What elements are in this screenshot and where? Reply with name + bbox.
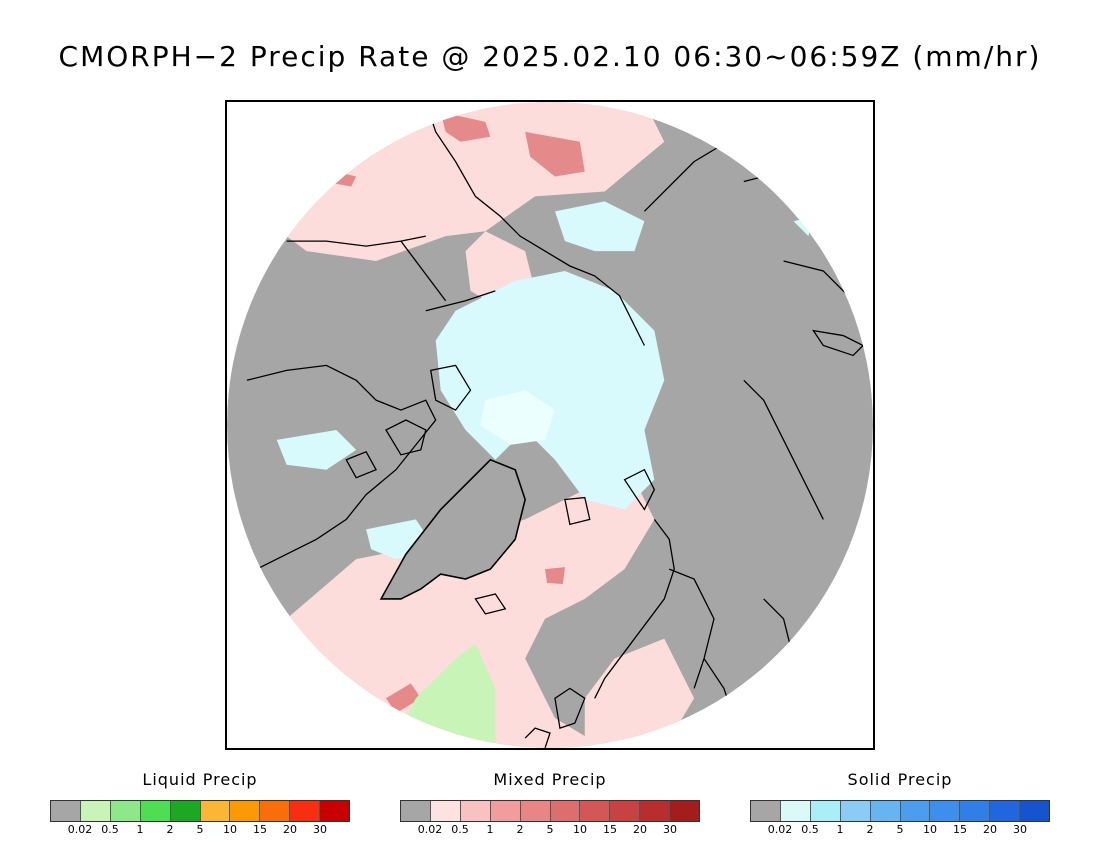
legend-liquid-swatch [80, 801, 111, 821]
legend-mixed-swatch [640, 801, 671, 821]
legend-liquid-ticks: 0.02 0.5 1 2 5 10 15 20 30 [50, 823, 350, 837]
legend-liquid-precip: Liquid Precip 0.02 0.5 1 2 5 10 15 20 30 [50, 770, 350, 837]
legend-liquid-tick-label: 2 [166, 823, 174, 836]
solid-precip-core [480, 390, 555, 445]
legend-mixed-swatch [490, 801, 521, 821]
legend-liquid-title: Liquid Precip [142, 770, 258, 789]
legend-solid-tick-label: 15 [953, 823, 967, 836]
legend-solid-swatch [840, 801, 871, 821]
legend-liquid-swatch [110, 801, 141, 821]
legend-mixed-ticks: 0.02 0.5 1 2 5 10 15 20 30 [400, 823, 700, 837]
solid-precip-region-canada [276, 429, 436, 560]
legend-solid-precip: Solid Precip 0.02 0.5 1 2 5 10 15 20 30 [750, 770, 1050, 837]
legend-liquid-tick-label: 0.5 [101, 823, 119, 836]
legend-mixed-tick-label: 0.5 [451, 823, 469, 836]
legend-mixed-tick-label: 20 [633, 823, 647, 836]
legend-solid-tick-label: 30 [1013, 823, 1027, 836]
legend-solid-tick-label: 1 [836, 823, 844, 836]
legend-liquid-swatch [320, 801, 350, 821]
legend-mixed-swatch [401, 801, 431, 821]
legend-solid-tick-label: 10 [923, 823, 937, 836]
legend-liquid-swatch [140, 801, 171, 821]
legend-mixed-tick-label: 10 [573, 823, 587, 836]
legend-solid-swatch [870, 801, 901, 821]
legend-solid-swatch [810, 801, 841, 821]
legend-solid-swatch [751, 801, 781, 821]
legend-solid-tick-label: 5 [896, 823, 904, 836]
legend-mixed-swatch [580, 801, 611, 821]
legend-mixed-tick-label: 15 [603, 823, 617, 836]
legend-solid-swatch [780, 801, 811, 821]
mixed-precip-moderate-atlantic [386, 567, 565, 714]
legend-solid-swatch [1020, 801, 1050, 821]
legend-liquid-tick-label: 1 [136, 823, 144, 836]
legend-solid-tick-label: 2 [866, 823, 874, 836]
legend-mixed-precip: Mixed Precip 0.02 0.5 1 2 5 10 15 20 30 [400, 770, 700, 837]
mixed-precip-region-scandinavia [584, 638, 695, 748]
legend-liquid-tick-label: 0.02 [67, 823, 93, 836]
legend-mixed-swatch [550, 801, 581, 821]
legend-liquid-swatch [170, 801, 201, 821]
solid-precip-region-arctic [435, 270, 665, 510]
legend-solid-title: Solid Precip [847, 770, 953, 789]
polar-map [225, 100, 875, 750]
mixed-precip-moderate-north [334, 111, 585, 187]
legend-solid-tick-label: 0.5 [801, 823, 819, 836]
legend-liquid-tick-label: 30 [313, 823, 327, 836]
legend-solid-tick-label: 20 [983, 823, 997, 836]
legend-solid-tick-label: 0.02 [767, 823, 793, 836]
polar-map-canvas [227, 102, 873, 748]
legend-solid-swatch [930, 801, 961, 821]
legend-mixed-swatch [430, 801, 461, 821]
legend-solid-colorbar [750, 800, 1050, 822]
legend-solid-swatch [960, 801, 991, 821]
legend-mixed-tick-label: 5 [546, 823, 554, 836]
legend-liquid-tick-label: 15 [253, 823, 267, 836]
mixed-precip-region-atlantic [286, 479, 655, 748]
legend-mixed-tick-label: 2 [516, 823, 524, 836]
legend-mixed-swatch [670, 801, 700, 821]
legend-liquid-swatch [51, 801, 81, 821]
legend-liquid-tick-label: 10 [223, 823, 237, 836]
legend-liquid-swatch [290, 801, 321, 821]
legend-solid-swatch [990, 801, 1021, 821]
legend-liquid-swatch [200, 801, 231, 821]
legend-liquid-colorbar [50, 800, 350, 822]
legend-liquid-swatch [230, 801, 261, 821]
legend-mixed-tick-label: 30 [663, 823, 677, 836]
legend-mixed-swatch [610, 801, 641, 821]
legend-solid-ticks: 0.02 0.5 1 2 5 10 15 20 30 [750, 823, 1050, 837]
legend-mixed-tick-label: 0.02 [417, 823, 443, 836]
solid-precip-region-siberia [554, 201, 814, 252]
map-title: CMORPH−2 Precip Rate @ 2025.02.10 06:30~… [58, 40, 1042, 73]
legend-mixed-title: Mixed Precip [493, 770, 607, 789]
legend-mixed-swatch [460, 801, 491, 821]
legend-liquid-swatch [260, 801, 291, 821]
legend-liquid-tick-label: 5 [196, 823, 204, 836]
legend-solid-swatch [900, 801, 931, 821]
legend-mixed-swatch [520, 801, 551, 821]
greenland-landmass [379, 458, 526, 600]
legend-liquid-tick-label: 20 [283, 823, 297, 836]
legend-mixed-tick-label: 1 [486, 823, 494, 836]
legend-mixed-colorbar [400, 800, 700, 822]
